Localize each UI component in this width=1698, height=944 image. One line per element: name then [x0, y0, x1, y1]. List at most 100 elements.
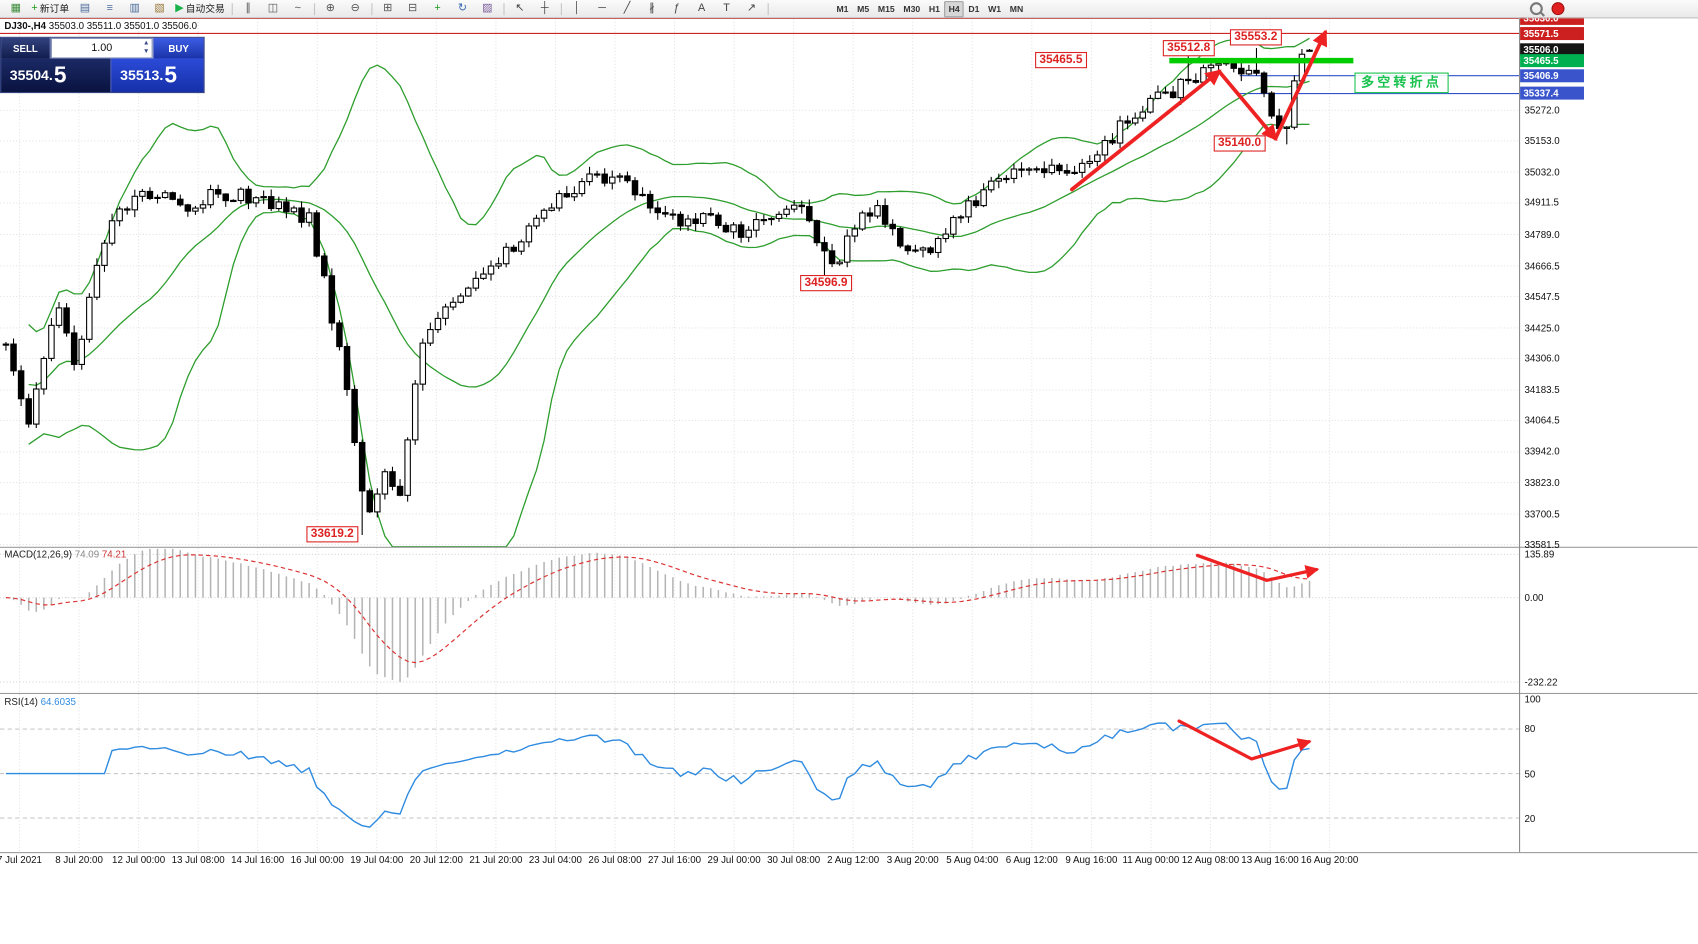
- timeframe-h1[interactable]: H1: [928, 3, 940, 14]
- navigator-icon: ▧: [154, 2, 165, 15]
- time-axis-label[interactable]: 23 Jul 04:00: [528, 854, 582, 866]
- rsi-arrow[interactable]: [1177, 719, 1312, 761]
- timeframe-h4[interactable]: H4: [944, 0, 965, 17]
- timeframe-m1[interactable]: M1: [836, 3, 849, 14]
- time-axis-label[interactable]: 6 Aug 12:00: [1005, 854, 1058, 866]
- volume-value: 1.00: [91, 42, 113, 55]
- time-axis-label[interactable]: 16 Aug 20:00: [1300, 854, 1359, 866]
- sell-button[interactable]: SELL: [1, 37, 51, 59]
- rsi-levels: [0, 728, 1520, 819]
- price-axis-tick: 33700.5: [1524, 508, 1560, 520]
- channel-icon[interactable]: ∦: [639, 0, 664, 17]
- buy-price[interactable]: 35513. 5: [110, 58, 204, 93]
- crosshair-icon: ┼: [540, 2, 549, 15]
- tile-windows-icon[interactable]: ⊞: [375, 0, 400, 17]
- volume-input[interactable]: 1.00 ▲ ▼: [50, 37, 153, 59]
- text-icon[interactable]: A: [689, 0, 714, 17]
- time-axis-separator: [0, 852, 1698, 854]
- time-axis-label[interactable]: 14 Jul 16:00: [231, 854, 285, 866]
- sell-price[interactable]: 35504. 5: [1, 58, 111, 93]
- time-axis-label[interactable]: 9 Aug 16:00: [1065, 854, 1118, 866]
- line-chart-type-icon[interactable]: ~: [285, 0, 310, 17]
- navigator-icon[interactable]: ▧: [147, 0, 172, 17]
- vertical-line-icon[interactable]: │: [565, 0, 590, 17]
- volume-up-icon[interactable]: ▲: [142, 40, 150, 47]
- timeframe-m5[interactable]: M5: [857, 3, 870, 14]
- data-window-icon[interactable]: ▥: [122, 0, 147, 17]
- time-axis-label[interactable]: 27 Jul 16:00: [647, 854, 702, 866]
- timeframe-d1[interactable]: D1: [968, 3, 980, 14]
- profiles-icon[interactable]: ▤: [72, 0, 97, 17]
- trend-arrow[interactable]: [1069, 69, 1222, 192]
- price-annotation[interactable]: 35553.2: [1229, 29, 1282, 46]
- price-annotation[interactable]: 35140.0: [1213, 135, 1266, 152]
- time-axis-label[interactable]: 26 Jul 08:00: [588, 854, 642, 866]
- price-axis-tick: 34547.5: [1524, 291, 1560, 302]
- toolbar-separator: [767, 2, 769, 15]
- price-annotation[interactable]: 35512.8: [1162, 39, 1215, 57]
- time-axis-label[interactable]: 3 Aug 20:00: [886, 854, 939, 866]
- trend-arrow[interactable]: [1217, 69, 1278, 142]
- time-axis-label[interactable]: 5 Aug 04:00: [946, 854, 999, 866]
- arrows-tool-icon: ↗: [746, 2, 757, 15]
- time-axis-label[interactable]: 12 Aug 08:00: [1181, 854, 1240, 866]
- indicators-icon[interactable]: +: [425, 0, 450, 17]
- price-axis-tick: 34183.5: [1524, 384, 1560, 396]
- timeframe-m15[interactable]: M15: [877, 3, 895, 14]
- time-axis-label[interactable]: 19 Jul 04:00: [350, 854, 404, 866]
- templates-icon[interactable]: ▨: [475, 0, 500, 17]
- market-watch-icon[interactable]: ≡: [97, 0, 122, 17]
- buy-price-base: 35513.: [120, 67, 164, 84]
- sell-price-base: 35504.: [9, 67, 53, 84]
- timeframe-w1[interactable]: W1: [988, 3, 1002, 14]
- price-annotation[interactable]: 34596.9: [800, 275, 852, 292]
- trend-arrow[interactable]: [1273, 29, 1328, 141]
- volume-stepper[interactable]: ▲ ▼: [143, 40, 149, 57]
- time-axis-label[interactable]: 8 Jul 20:00: [55, 854, 103, 866]
- price-annotation[interactable]: 33619.2: [306, 526, 359, 543]
- trendline-icon[interactable]: ╱: [615, 0, 640, 17]
- ohlc-values: 35503.0 35511.0 35501.0 35506.0: [48, 20, 198, 32]
- time-axis-label[interactable]: 21 Jul 20:00: [469, 854, 523, 866]
- time-axis-label[interactable]: 7 Jul 2021: [0, 854, 42, 866]
- new-order-button[interactable]: + 新订单: [28, 0, 72, 17]
- time-axis-label[interactable]: 30 Jul 08:00: [767, 854, 821, 866]
- time-axis-label[interactable]: 13 Jul 08:00: [171, 854, 225, 866]
- timeframe-mn[interactable]: MN: [1009, 3, 1024, 14]
- time-axis-label[interactable]: 11 Aug 00:00: [1122, 854, 1180, 866]
- auto-scroll-icon[interactable]: ⊟: [400, 0, 425, 17]
- price-annotation[interactable]: 35465.5: [1035, 51, 1087, 69]
- time-axis-label[interactable]: 13 Aug 16:00: [1241, 854, 1299, 866]
- arrows-tool-icon[interactable]: ↗: [739, 0, 764, 17]
- fibonacci-icon[interactable]: ƒ: [664, 0, 689, 17]
- crosshair-icon[interactable]: ┼: [532, 0, 557, 17]
- periods-icon[interactable]: ↻: [450, 0, 475, 17]
- time-axis-label[interactable]: 16 Jul 00:00: [290, 854, 344, 866]
- time-axis-label[interactable]: 12 Jul 00:00: [112, 854, 166, 866]
- macd-axis-label: 135.89: [1524, 548, 1555, 560]
- autotrading-button[interactable]: ▶ 自动交易: [172, 0, 228, 17]
- macd-arrow[interactable]: [1195, 553, 1320, 582]
- bar-chart-type-icon: ∥: [245, 2, 251, 15]
- buy-button[interactable]: BUY: [152, 37, 204, 59]
- horizontal-line-icon[interactable]: ─: [590, 0, 615, 17]
- rsi-panel-separator[interactable]: [0, 692, 1698, 695]
- trade-buttons-row: SELL 1.00 ▲ ▼ BUY: [1, 37, 204, 59]
- volume-down-icon[interactable]: ▼: [142, 48, 150, 56]
- candlestick-chart-type-icon[interactable]: ◫: [260, 0, 285, 17]
- zoom-in-icon[interactable]: ⊕: [318, 0, 343, 17]
- notification-dot-icon[interactable]: [1551, 2, 1565, 16]
- search-icon[interactable]: [1529, 2, 1543, 16]
- time-axis-label[interactable]: 29 Jul 00:00: [707, 854, 761, 866]
- fibonacci-icon: ƒ: [673, 2, 680, 15]
- chart-window-icon[interactable]: ▦: [3, 0, 28, 17]
- timeframe-m30[interactable]: M30: [903, 3, 921, 14]
- bar-chart-type-icon[interactable]: ∥: [236, 0, 261, 17]
- label-icon[interactable]: T: [714, 0, 739, 17]
- macd-panel-separator[interactable]: [0, 546, 1698, 548]
- zoom-out-icon[interactable]: ⊖: [343, 0, 368, 17]
- time-axis-label[interactable]: 20 Jul 12:00: [409, 854, 463, 866]
- cursor-icon[interactable]: ↖: [507, 0, 532, 17]
- time-axis-label[interactable]: 2 Aug 12:00: [827, 854, 880, 866]
